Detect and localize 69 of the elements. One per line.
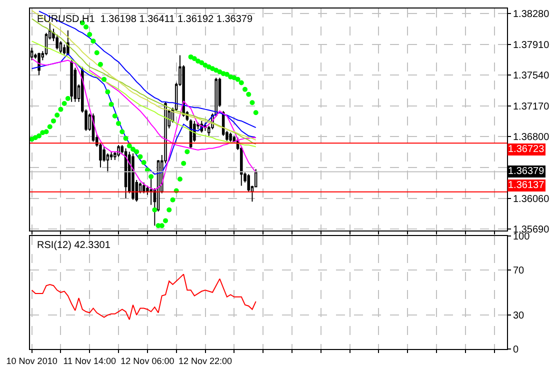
category-label: 10 Nov 2010	[6, 356, 58, 366]
ref-line-label: 1.36723	[508, 144, 545, 155]
y-tick-label: 70	[513, 265, 525, 276]
ref-line-label: 1.36137	[508, 180, 545, 191]
candlestick	[132, 152, 134, 200]
candlestick	[229, 132, 232, 142]
point	[134, 149, 140, 154]
candlestick	[66, 30, 70, 56]
point	[90, 38, 96, 44]
point	[62, 100, 67, 106]
point	[152, 207, 158, 212]
point	[44, 129, 49, 134]
point	[36, 133, 42, 138]
point	[87, 32, 92, 38]
point	[246, 92, 252, 97]
point	[148, 174, 154, 180]
y-tick-label: 1.37170	[513, 101, 550, 112]
point	[253, 110, 258, 116]
ref-line-label: 1.36379	[508, 166, 545, 177]
point	[105, 89, 110, 94]
candlestick	[124, 148, 128, 199]
line-series	[31, 40, 256, 148]
candlestick	[117, 144, 120, 158]
point	[163, 218, 168, 224]
point	[47, 124, 52, 130]
point	[138, 154, 143, 160]
y-tick-label: 1.36060	[513, 194, 550, 205]
candlestick	[70, 60, 73, 102]
point	[250, 100, 255, 106]
line-series	[31, 274, 256, 320]
y-tick-label: 1.36800	[513, 132, 550, 144]
point	[224, 72, 230, 77]
point	[177, 176, 182, 182]
point	[192, 56, 197, 62]
point	[181, 160, 186, 166]
point	[98, 62, 103, 67]
point	[199, 60, 204, 66]
candlestick	[38, 52, 40, 76]
point	[50, 118, 56, 124]
point	[84, 24, 89, 30]
point	[238, 80, 244, 86]
point	[130, 146, 136, 152]
point	[112, 113, 118, 118]
y-tick-label: 30	[513, 310, 525, 322]
point	[54, 112, 60, 118]
point	[58, 106, 64, 112]
point	[65, 96, 70, 102]
point	[126, 143, 132, 148]
point	[184, 149, 190, 154]
point	[170, 197, 176, 202]
point	[108, 102, 114, 107]
category-label: 12 Nov 22:00	[178, 356, 232, 366]
point	[242, 86, 248, 92]
point	[217, 69, 222, 74]
point	[94, 50, 100, 56]
point	[166, 207, 172, 212]
point	[120, 129, 125, 134]
chart-title: RSI(12) 42.3301	[37, 240, 111, 251]
y-tick-label: 1.37910	[513, 40, 550, 51]
category-label: 11 Nov 14:00	[63, 356, 116, 366]
category-label: 12 Nov 06:00	[120, 356, 174, 366]
point	[116, 120, 122, 126]
y-tick-label: 1.38280	[513, 9, 550, 20]
point	[123, 136, 128, 141]
y-tick-label: 0	[513, 344, 519, 356]
point	[235, 76, 240, 82]
point	[102, 76, 107, 82]
point	[141, 160, 146, 166]
y-tick-label: 1.37540	[513, 70, 550, 82]
